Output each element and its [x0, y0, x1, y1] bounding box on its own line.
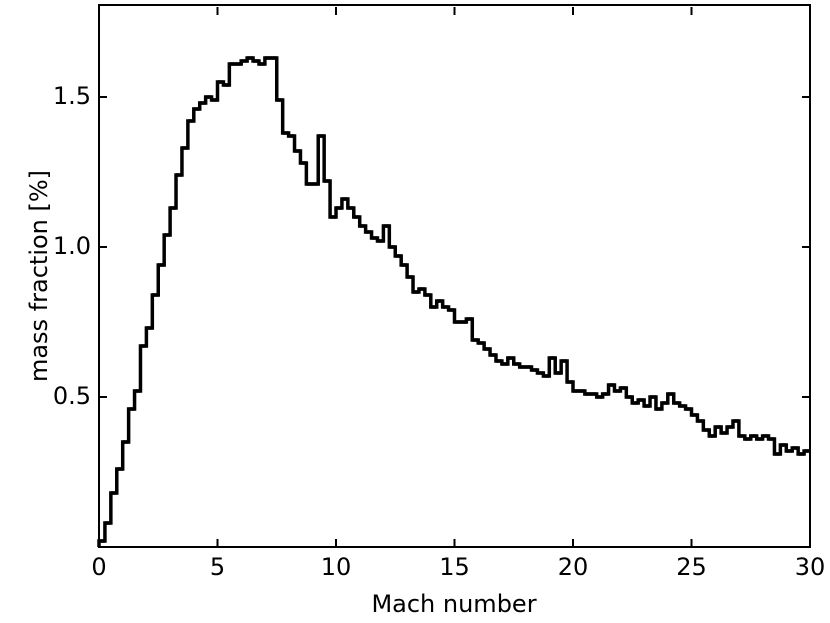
x-tick-label: 5: [210, 553, 225, 581]
x-tick-label: 30: [795, 553, 826, 581]
x-tick-label: 10: [321, 553, 352, 581]
x-tick-label: 0: [91, 553, 106, 581]
x-tick-label: 20: [558, 553, 589, 581]
y-tick-label: 0.5: [53, 382, 91, 410]
y-tick-label: 1.0: [53, 232, 91, 260]
y-tick-label: 1.5: [53, 82, 91, 110]
x-tick-label: 25: [676, 553, 707, 581]
step-outline: [97, 56, 810, 547]
x-tick-label: 15: [439, 553, 470, 581]
y-axis-label: mass fraction [%]: [25, 170, 53, 382]
x-axis-label: Mach number: [371, 590, 536, 618]
plot-frame: [98, 4, 811, 548]
